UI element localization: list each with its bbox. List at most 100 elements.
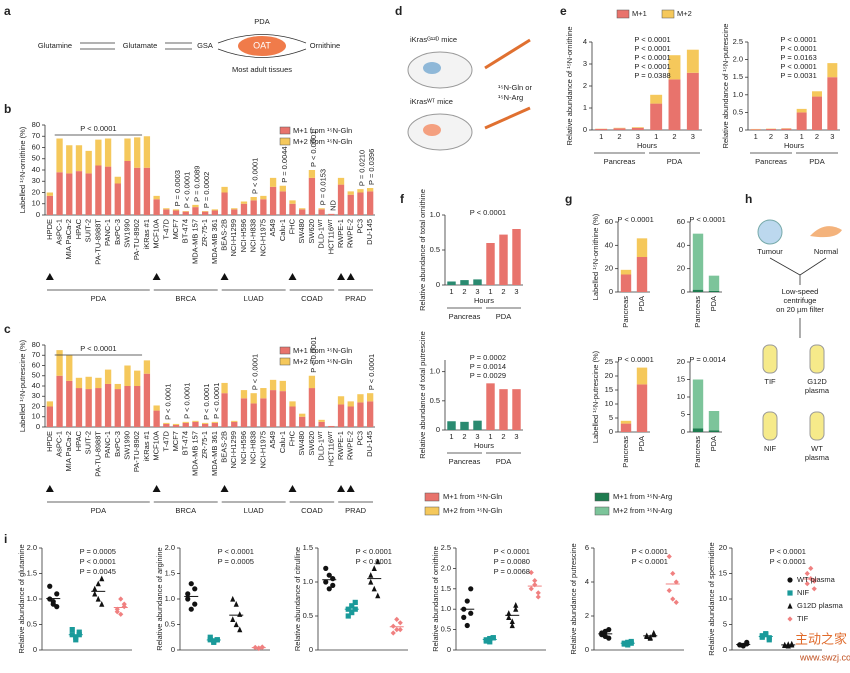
point — [99, 575, 105, 582]
bar — [104, 138, 112, 167]
point — [114, 609, 120, 615]
bar — [104, 369, 112, 384]
point — [211, 638, 217, 644]
legend-label: WT plasma — [797, 575, 836, 584]
label: plasma — [805, 453, 830, 462]
bar — [636, 257, 648, 292]
bar — [85, 389, 92, 427]
point — [647, 634, 653, 640]
bar — [686, 72, 699, 130]
bar — [447, 421, 456, 430]
bar — [318, 419, 325, 422]
point — [804, 570, 810, 577]
annotation: P < 0.0001 — [780, 62, 816, 71]
bar — [124, 161, 131, 215]
panel-label: h — [745, 192, 752, 206]
annotation: P < 0.0001 — [780, 35, 816, 44]
x-tick-label: NCI-H1299 — [229, 431, 238, 469]
y-tick-label: 0.5 — [441, 625, 451, 634]
bar — [308, 170, 316, 178]
y-tick-label: 0 — [309, 645, 313, 654]
x-tick-label: ZR-75-1 — [200, 219, 209, 247]
annotation: P = 0.0002 — [202, 172, 211, 208]
bar — [318, 208, 325, 210]
x-tick-label: 2 — [501, 432, 505, 441]
y-tick-label: 0 — [739, 125, 743, 134]
y-tick-label: 40 — [32, 165, 40, 174]
node: Glutamine — [38, 41, 72, 50]
y-tick-label: 2.0 — [165, 543, 175, 552]
annotation: P = 0.0005 — [80, 547, 116, 556]
annotation: P = 0.0045 — [80, 567, 116, 576]
x-tick-label: PC3 — [355, 431, 364, 446]
bar — [692, 289, 704, 292]
bar — [447, 281, 456, 285]
y-axis-label: Relative abundance of ¹⁵N-ornithine — [565, 26, 574, 145]
point — [349, 603, 355, 609]
bar — [104, 166, 112, 215]
y-tick-label: 5 — [609, 413, 613, 422]
bar — [250, 197, 257, 201]
label: PDA — [254, 17, 269, 26]
annotation: P < 0.0001 — [251, 158, 260, 194]
annotation: P < 0.0001 — [251, 354, 260, 390]
y-tick-label: 2.5 — [733, 37, 743, 46]
label: iKrasᵂᵀ mice — [410, 97, 453, 106]
annotation: P < 0.0001 — [183, 172, 192, 208]
y-axis-label: Relative abundance of ornithine — [431, 546, 440, 652]
y-tick-label: 40 — [32, 381, 40, 390]
x-tick-label: 1 — [599, 132, 603, 141]
bar — [499, 234, 508, 285]
group-label: BRCA — [175, 294, 196, 303]
x-tick-label: 3 — [475, 287, 479, 296]
y-tick-label: 10 — [677, 392, 685, 401]
point — [230, 616, 236, 622]
marker-triangle — [346, 273, 355, 280]
bar — [636, 238, 648, 257]
point — [506, 614, 512, 620]
x-tick-label: SW1990 — [122, 219, 131, 248]
y-tick-label: 0 — [36, 210, 40, 219]
point — [468, 610, 474, 616]
y-tick-label: 40 — [677, 240, 685, 249]
point — [352, 599, 358, 605]
legend-label: M+1 from ¹⁵N-Arg — [613, 492, 672, 501]
bar — [357, 192, 364, 215]
bar — [163, 209, 170, 215]
group-label: Pancreas — [755, 157, 787, 166]
y-tick-label: 25 — [605, 357, 613, 366]
point — [464, 622, 470, 629]
label: Normal — [814, 247, 839, 256]
bar — [512, 229, 521, 285]
annotation: P < 0.0001 — [80, 124, 116, 133]
y-tick-label: 15 — [677, 374, 685, 383]
x-tick-label: 1 — [754, 132, 758, 141]
marker-triangle — [288, 273, 297, 280]
point — [490, 635, 496, 641]
x-tick-label: BxPC-3 — [113, 431, 122, 457]
x-tick-label: HCT116ᵂᵀ — [326, 430, 335, 466]
x-tick-label: BxPC-3 — [113, 219, 122, 245]
y-axis-label: Relative abundance of arginine — [155, 547, 164, 650]
x-tick-label: MDA-MB 157 — [190, 431, 199, 476]
bar — [708, 411, 720, 431]
bar — [473, 279, 482, 285]
legend-label: M+2 from ¹⁵N-Gln — [293, 357, 352, 366]
y-tick-label: 2.0 — [441, 563, 451, 572]
bar — [827, 77, 838, 130]
point — [804, 581, 810, 587]
point — [371, 565, 377, 571]
bar — [75, 377, 83, 389]
x-tick-label: BEAS-2B — [220, 431, 229, 463]
annotation: P < 0.0001 — [356, 547, 392, 556]
label: Tumour — [757, 247, 783, 256]
annotation: P < 0.0001 — [218, 547, 254, 556]
bar — [201, 211, 209, 215]
point — [670, 570, 676, 577]
annotation: P < 0.0001 — [470, 208, 506, 217]
point — [54, 604, 60, 610]
bar — [692, 428, 704, 432]
bar — [366, 188, 374, 192]
bar — [240, 201, 248, 204]
bar — [134, 386, 141, 427]
